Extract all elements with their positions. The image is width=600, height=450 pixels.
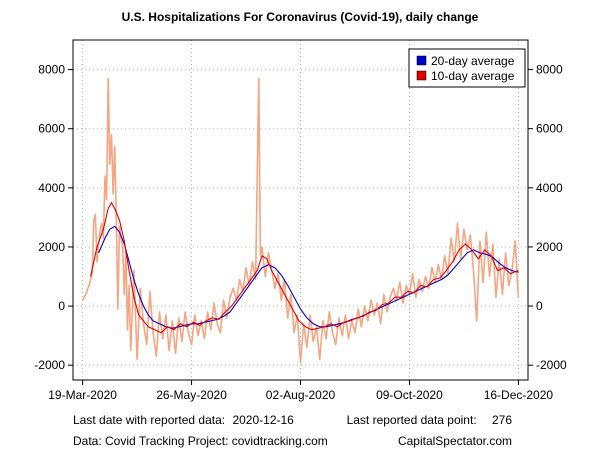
y-tick-label-right: 4000 <box>536 181 563 195</box>
y-tick-label-right: 2000 <box>536 240 563 254</box>
last-point-value: 276 <box>491 413 512 427</box>
series-layer <box>81 77 520 364</box>
x-tick-label: 02-Aug-2020 <box>266 388 336 402</box>
last-date-label: Last date with reported data: <box>73 413 226 427</box>
x-tick-label: 19-Mar-2020 <box>48 388 117 402</box>
y-tick-label-right: 8000 <box>536 63 563 77</box>
legend-swatch <box>416 70 427 81</box>
chart-title: U.S. Hospitalizations For Coronavirus (C… <box>122 10 479 24</box>
series-line-10-day-average <box>90 202 519 334</box>
y-tick-label-right: 6000 <box>536 122 563 136</box>
data-source: Data: Covid Tracking Project: covidtrack… <box>73 434 328 448</box>
grid-lines <box>73 40 528 380</box>
y-tick-label-left: 6000 <box>38 122 65 136</box>
legend-label: 20-day average <box>431 54 515 68</box>
legend-label: 10-day average <box>431 69 515 83</box>
y-tick-label-right: -2000 <box>536 358 567 372</box>
last-point-line: Last reported data point: 276 <box>347 413 512 427</box>
y-tick-label-left: -2000 <box>34 358 65 372</box>
last-point-label: Last reported data point: <box>346 413 477 427</box>
axes: 19-Mar-2020 26-May-2020 02-Aug-2020 09-Oct-… <box>34 63 567 402</box>
series-line-20-day-average <box>98 225 519 329</box>
y-tick-label-left: 8000 <box>38 63 65 77</box>
last-date-value: 2020-12-16 <box>232 413 294 427</box>
y-tick-label-left: 4000 <box>38 181 65 195</box>
x-tick-label: 09-Oct-2020 <box>376 388 443 402</box>
x-tick-label: 26-May-2020 <box>156 388 227 402</box>
legend-box <box>408 48 526 88</box>
legend-swatch <box>416 55 427 66</box>
y-tick-label-right: 0 <box>536 299 543 313</box>
y-tick-label-left: 2000 <box>38 240 65 254</box>
x-tick-label: 16-Dec-2020 <box>484 388 554 402</box>
y-tick-label-left: 0 <box>58 299 65 313</box>
series-line-daily-change <box>81 77 520 364</box>
last-date-line: Last date with reported data: 2020-12-16 <box>73 413 294 427</box>
credit-text: CapitalSpectator.com <box>397 434 512 448</box>
